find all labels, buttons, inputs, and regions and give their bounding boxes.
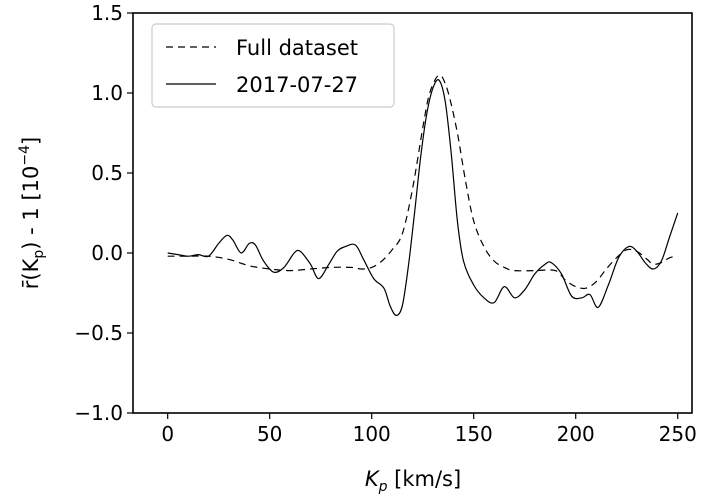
x-tick-label: 250 — [659, 422, 697, 446]
series-lines — [167, 74, 679, 316]
x-tick-label: 0 — [161, 422, 174, 446]
y-tick-label: 1.0 — [91, 81, 123, 105]
x-tick-label: 50 — [257, 422, 282, 446]
x-tick-label: 150 — [455, 422, 493, 446]
x-axis-unit: [km/s] — [387, 467, 461, 491]
legend-box — [151, 23, 395, 108]
y-axis-suffix: ] — [19, 137, 43, 145]
legend-label-full-dataset: Full dataset — [236, 36, 358, 60]
y-axis-prefix: r̄(K — [19, 257, 43, 289]
x-axis-var: K — [365, 467, 381, 491]
y-tick-label: −1.0 — [74, 401, 123, 425]
plot-area-frame — [132, 12, 693, 414]
y-axis-sub: p — [31, 250, 47, 259]
y-tick-label: 1.5 — [91, 1, 123, 25]
tick-marks — [127, 12, 679, 419]
legend-label-2017-07-27: 2017-07-27 — [236, 73, 358, 97]
y-axis-mid: ) - 1 [10 — [19, 166, 43, 250]
series-line-2017-07-27 — [167, 79, 679, 316]
y-tick-label: 0.0 — [91, 241, 123, 265]
y-axis-title: r̄(Kp) - 1 [10−4] — [17, 137, 47, 289]
y-tick-label: 0.5 — [91, 161, 123, 185]
y-tick-label: −0.5 — [74, 321, 123, 345]
legend: Full dataset 2017-07-27 — [151, 23, 395, 108]
tick-labels: 0 50 100 150 200 250 −1.0 −0.5 0.0 0.5 1.0 1.5 — [74, 1, 696, 446]
x-axis-title: Kp [km/s] — [365, 467, 461, 495]
y-axis-sup: −4 — [17, 145, 33, 166]
x-tick-label: 100 — [353, 422, 391, 446]
x-tick-label: 200 — [557, 422, 595, 446]
x-axis-sub: p — [378, 479, 388, 495]
